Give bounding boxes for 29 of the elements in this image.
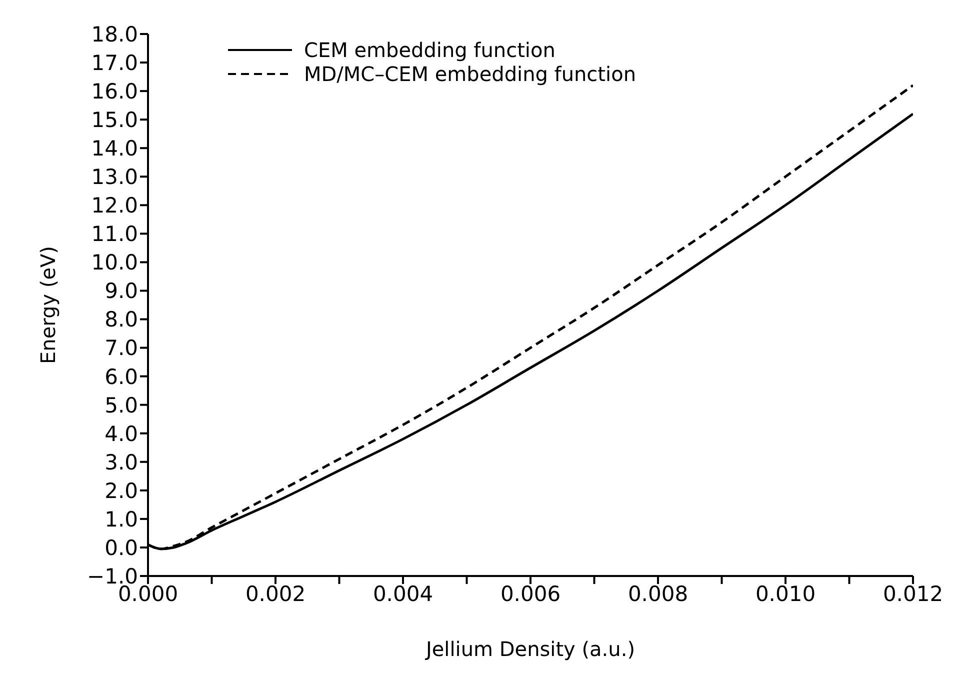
y-tick-label: 0.0: [104, 536, 138, 560]
y-tick-label: 2.0: [104, 478, 138, 503]
x-tick-label: 0.002: [245, 582, 306, 606]
y-tick-label: 18.0: [91, 22, 138, 46]
legend-label: MD/MC–CEM embedding function: [304, 62, 636, 86]
x-tick-label: 0.008: [628, 582, 688, 606]
x-tick-label: 0.012: [882, 582, 944, 606]
y-axis-title: Energy (eV): [36, 246, 60, 364]
x-axis-title: Jellium Density (a.u.): [424, 637, 636, 661]
y-tick-label: 15.0: [91, 108, 138, 132]
y-tick-label: 1.0: [104, 507, 138, 532]
y-tick-label: 6.0: [104, 364, 138, 389]
x-tick-label: 0.004: [372, 582, 434, 606]
y-tick-label: 10.0: [91, 250, 138, 275]
y-tick-label: 7.0: [104, 336, 138, 360]
y-tick-label: 16.0: [91, 80, 138, 104]
y-tick-label: 13.0: [91, 165, 138, 190]
y-tick-label: 14.0: [91, 136, 138, 161]
x-tick-label: 0.006: [500, 582, 561, 606]
x-tick-label: 0.010: [755, 582, 816, 606]
y-tick-label: 12.0: [91, 194, 138, 218]
y-tick-label: 4.0: [104, 422, 138, 446]
y-tick-label: 17.0: [91, 50, 138, 75]
y-tick-label: 11.0: [91, 222, 138, 246]
y-tick-label: 5.0: [104, 393, 138, 418]
y-tick-label: 9.0: [104, 279, 138, 304]
legend-label: CEM embedding function: [304, 38, 556, 62]
y-tick-label: 8.0: [104, 308, 138, 332]
y-tick-label: 3.0: [104, 450, 138, 474]
